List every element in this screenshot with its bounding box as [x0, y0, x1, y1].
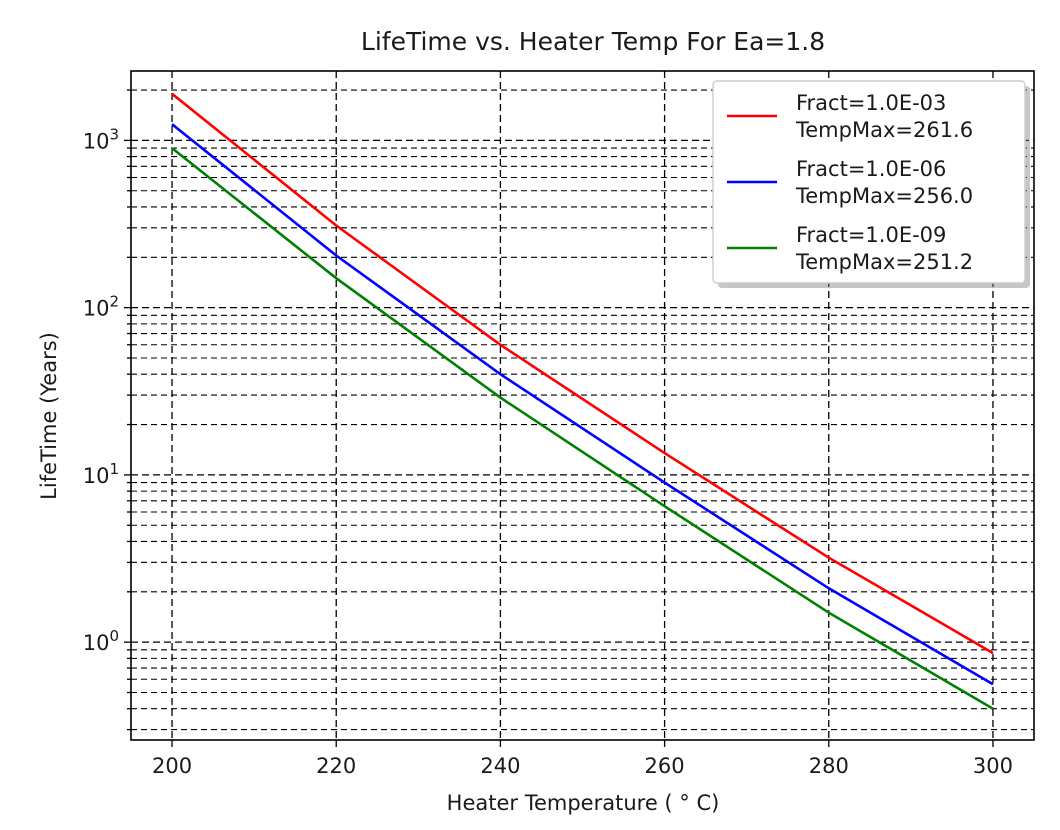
x-tick-label: 280	[809, 754, 849, 778]
legend-label-1: TempMax=261.6	[795, 118, 973, 142]
series-line-2	[171, 123, 994, 686]
x-axis-label: Heater Temperature ( ° C)	[447, 791, 720, 815]
chart-title: LifeTime vs. Heater Temp For Ea=1.8	[361, 27, 825, 56]
y-tick-label: 102	[83, 293, 119, 321]
y-tick-labels: 100 101 102 103	[83, 125, 119, 655]
x-tick-label: 240	[480, 754, 520, 778]
legend-label-3: TempMax=251.2	[795, 250, 973, 274]
y-axis-label: LifeTime (Years)	[37, 332, 61, 500]
legend-label-1: Fract=1.0E-03	[796, 91, 946, 115]
plot-area	[130, 70, 1035, 741]
legend-entries: Fract=1.0E-03 TempMax=261.6 Fract=1.0E-06 T…	[727, 91, 973, 274]
x-tick-label: 220	[316, 754, 356, 778]
series-line-1	[171, 92, 994, 655]
grid	[131, 71, 1034, 740]
y-tick-label: 103	[83, 125, 119, 153]
y-tick-label: 101	[83, 460, 119, 488]
series-lines	[171, 92, 994, 710]
axis-ticks	[124, 89, 994, 747]
series-line-3	[171, 147, 994, 710]
x-tick-label: 260	[645, 754, 685, 778]
legend-box	[712, 80, 1026, 284]
x-tick-label: 200	[152, 754, 192, 778]
legend-label-2: Fract=1.0E-06	[796, 157, 946, 181]
x-tick-labels: 200 220 240 260 280 300	[152, 754, 1013, 778]
y-tick-label: 100	[83, 627, 119, 655]
legend-label-2: TempMax=256.0	[795, 184, 973, 208]
legend-label-3: Fract=1.0E-09	[796, 223, 946, 247]
legend: Fract=1.0E-03 TempMax=261.6 Fract=1.0E-06 T…	[712, 80, 1030, 288]
x-tick-label: 300	[973, 754, 1013, 778]
